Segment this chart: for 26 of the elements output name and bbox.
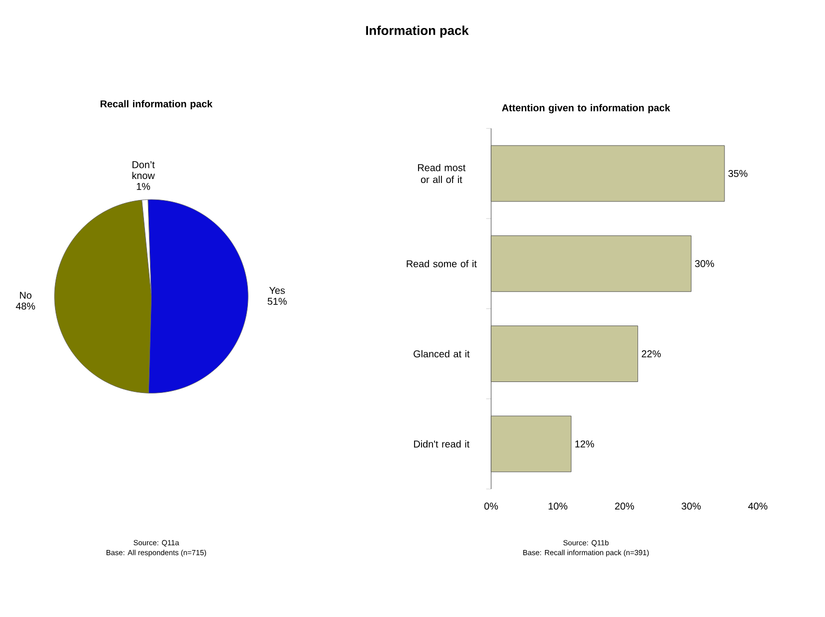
y-tick-label: Read some of it bbox=[406, 260, 477, 268]
chart-title: Attention given to information pack bbox=[502, 104, 670, 114]
data-label: 51% bbox=[268, 298, 287, 305]
x-tick-label: 30% bbox=[682, 502, 701, 510]
bar bbox=[490, 145, 725, 202]
bar bbox=[490, 325, 638, 382]
data-label: 22% bbox=[642, 350, 661, 358]
data-label: 12% bbox=[575, 440, 594, 448]
x-tick-label: 10% bbox=[548, 502, 568, 510]
x-tick-label: 40% bbox=[748, 502, 768, 510]
slice-label: No bbox=[20, 292, 32, 299]
slice-label: Don’t know bbox=[132, 161, 155, 179]
data-label: 48% bbox=[16, 302, 36, 310]
text: Information pack bbox=[366, 25, 469, 38]
slice-label: Yes bbox=[269, 286, 285, 294]
bar bbox=[490, 416, 572, 472]
y-tick-label: Read most or all of it bbox=[418, 164, 466, 183]
y-tick-label: Didn't read it bbox=[414, 440, 470, 448]
x-tick-label: 0% bbox=[484, 502, 498, 510]
x-tick-label: 20% bbox=[615, 502, 634, 510]
chart-title: Recall information pack bbox=[100, 100, 212, 110]
data-label: 35% bbox=[728, 170, 748, 177]
data-label: 1% bbox=[136, 182, 150, 190]
data-label: 30% bbox=[695, 260, 714, 267]
bar bbox=[490, 235, 692, 292]
y-tick-label: Glanced at it bbox=[414, 350, 470, 358]
